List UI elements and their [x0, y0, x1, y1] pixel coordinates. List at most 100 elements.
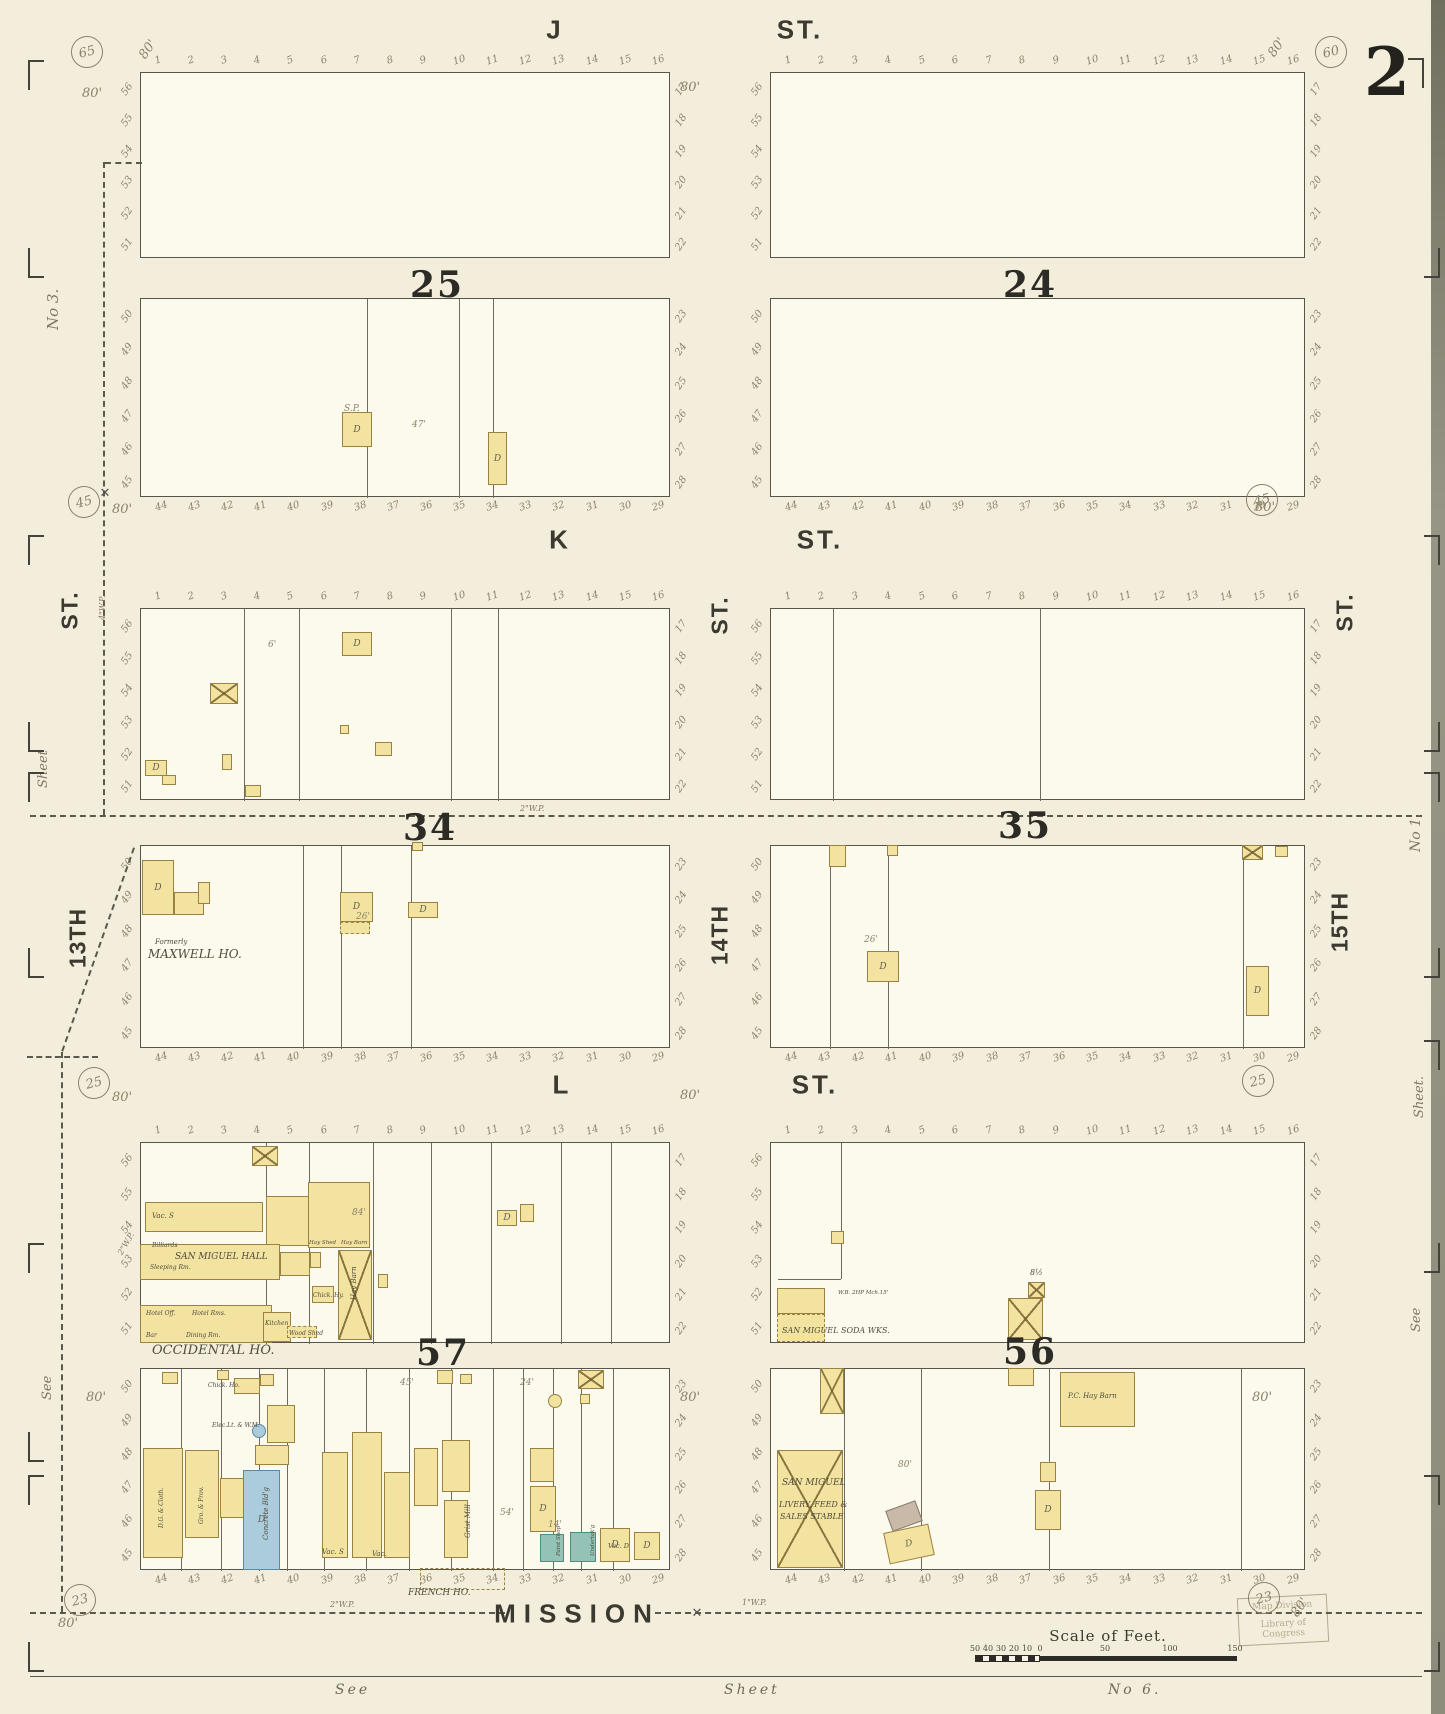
- building: [442, 1440, 470, 1492]
- lot-number: 27: [1308, 441, 1325, 458]
- building: [255, 1445, 289, 1465]
- lot-number: 8: [385, 54, 395, 67]
- section-bracket: [1424, 1642, 1440, 1672]
- scale-tick-label: 20: [1008, 1644, 1020, 1653]
- scale-bar: [975, 1656, 1237, 1661]
- building: [520, 1204, 534, 1222]
- building-use-tag: D: [493, 453, 502, 464]
- lot-number: 50: [749, 308, 766, 326]
- lot-number: 26: [673, 957, 690, 974]
- building-use-tag: D: [1253, 986, 1262, 996]
- lot-number: 17: [1308, 81, 1325, 99]
- lot-number: 15: [1251, 589, 1268, 604]
- lot-number: 33: [517, 1572, 534, 1587]
- building: [530, 1448, 554, 1482]
- building-label: MAXWELL HO.: [148, 947, 242, 961]
- building-label: Billiards: [152, 1242, 178, 1249]
- lot-number: 42: [850, 1050, 867, 1065]
- lot-number: 10: [1084, 53, 1101, 68]
- section-bracket: [28, 1642, 44, 1672]
- block-number-57: 57: [415, 1332, 471, 1374]
- lot-number: 18: [673, 649, 690, 667]
- lot-division-line: [844, 1369, 845, 1571]
- lot-number: 7: [352, 1124, 362, 1137]
- building-use-tag: D: [539, 1504, 547, 1514]
- lot-division-line: [830, 846, 831, 1049]
- lot-number: 29: [650, 499, 666, 514]
- lot-number: 1: [153, 54, 163, 67]
- lot-number: 49: [119, 1412, 136, 1429]
- lot-number: 26: [673, 407, 690, 425]
- scale-tick-label: 40: [982, 1644, 994, 1653]
- lot-number: 19: [1308, 681, 1325, 699]
- lot-number: 12: [517, 53, 534, 68]
- lot-number: 43: [817, 499, 833, 514]
- lot-division-line: [581, 1369, 582, 1571]
- bottom-see-label: See: [335, 1682, 371, 1698]
- lot-number: 3: [850, 1124, 860, 1137]
- lot-number: 37: [1017, 499, 1034, 514]
- street-label-st: ST.: [56, 590, 83, 630]
- lot-number: 56: [749, 1152, 766, 1170]
- section-bracket: [1424, 948, 1440, 978]
- dimension-note: 80': [112, 502, 133, 517]
- building-label: SAN MIGUEL HALL: [175, 1252, 268, 1262]
- lot-division-line: [921, 1369, 922, 1571]
- city-block-56-lower: [770, 1368, 1305, 1571]
- lot-number: 38: [352, 1050, 368, 1065]
- lot-number: 42: [850, 1572, 867, 1587]
- lot-number: 1: [153, 590, 163, 603]
- lot-number: 56: [119, 1152, 136, 1170]
- building: [1275, 846, 1288, 857]
- lot-number: 52: [119, 1286, 136, 1304]
- water-pipe-note: 2"W.P.: [116, 1230, 137, 1257]
- building: [887, 845, 898, 856]
- lot-division-line: [341, 846, 342, 1049]
- building-label: Hay Barn: [350, 1266, 358, 1300]
- lot-number: 35: [1084, 1050, 1101, 1065]
- lot-number: 25: [1308, 374, 1325, 392]
- lot-number: 12: [1151, 589, 1167, 604]
- lot-number: 9: [1051, 590, 1061, 603]
- building-label: Concrete Bld'g: [262, 1487, 270, 1540]
- lot-number: 19: [1308, 143, 1325, 161]
- building: [412, 842, 423, 851]
- lot-number: 33: [1151, 1050, 1167, 1065]
- lot-number: 16: [1285, 1123, 1301, 1138]
- lot-number: 14: [1218, 53, 1234, 68]
- lot-number: 41: [883, 1572, 900, 1587]
- lot-number: 34: [484, 499, 501, 514]
- dimension-note: 14': [548, 1520, 562, 1530]
- lot-number: 34: [1118, 1572, 1134, 1587]
- lot-number: 7: [984, 590, 994, 603]
- building-use-tag: D: [643, 1541, 651, 1551]
- building-label: Bar: [146, 1332, 157, 1339]
- building: [352, 1432, 382, 1558]
- sheet-reference-circle: 45: [64, 482, 104, 522]
- lot-number: 41: [252, 1050, 269, 1065]
- street-label-mission: MISSION: [494, 1598, 660, 1629]
- boundary-dash-line: [30, 1612, 505, 1614]
- building: D: [1246, 966, 1269, 1016]
- lot-number: 5: [917, 54, 927, 67]
- dimension-note: 45': [400, 1378, 414, 1388]
- lot-number: 47: [119, 407, 136, 425]
- lot-number: 20: [673, 713, 690, 731]
- street-label-15th: 15TH: [1326, 891, 1353, 953]
- building-label: D.G. & Cloth.: [158, 1487, 165, 1528]
- lot-number: 54: [749, 1219, 766, 1237]
- lot-division-line: [459, 299, 460, 498]
- lot-number: 42: [219, 1050, 236, 1065]
- building: D: [342, 412, 372, 447]
- boundary-dash-line: [27, 1056, 98, 1058]
- lot-number: 13: [1184, 53, 1201, 68]
- lot-number: 6: [950, 54, 961, 67]
- building-label: Hay Shed: [309, 1240, 337, 1246]
- lot-number: 31: [1218, 1572, 1234, 1587]
- building: [210, 683, 238, 704]
- lot-number: 46: [119, 1513, 136, 1530]
- block-number-35: 35: [997, 805, 1053, 847]
- lot-number: 39: [950, 1572, 967, 1587]
- boundary-dash-line: [655, 1612, 1422, 1614]
- lot-division-line: [561, 1143, 562, 1344]
